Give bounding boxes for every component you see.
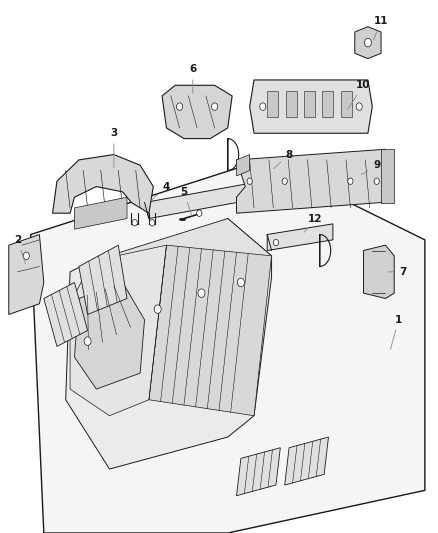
Polygon shape [74,282,145,389]
Polygon shape [79,245,127,314]
Polygon shape [285,437,328,485]
Polygon shape [250,80,372,133]
Text: 8: 8 [274,150,293,168]
Polygon shape [31,160,425,533]
Text: 6: 6 [189,64,196,93]
Circle shape [198,289,205,297]
Polygon shape [92,219,272,314]
Circle shape [374,178,379,184]
Text: 12: 12 [304,214,323,232]
Text: 2: 2 [14,235,25,264]
Circle shape [154,305,161,313]
Circle shape [260,103,266,110]
Text: 3: 3 [110,128,117,168]
Polygon shape [381,149,394,203]
Polygon shape [145,171,324,219]
Polygon shape [74,197,127,229]
Circle shape [132,220,137,226]
Circle shape [348,178,353,184]
Circle shape [237,278,244,287]
Polygon shape [9,235,44,314]
Polygon shape [341,91,352,117]
Polygon shape [149,245,272,416]
Text: 1: 1 [391,315,402,349]
Text: 7: 7 [388,267,406,277]
Polygon shape [162,85,232,139]
Text: 5: 5 [180,187,192,216]
Polygon shape [322,91,333,117]
Circle shape [282,178,287,184]
Circle shape [356,103,362,110]
Polygon shape [355,27,381,59]
Polygon shape [364,245,394,298]
Circle shape [197,210,202,216]
Circle shape [273,239,279,246]
Polygon shape [70,245,166,416]
Circle shape [212,103,218,110]
Circle shape [84,337,91,345]
Text: 10: 10 [347,80,371,110]
Polygon shape [267,91,278,117]
Text: 9: 9 [361,160,380,174]
Polygon shape [267,224,333,251]
Polygon shape [237,448,280,496]
Polygon shape [304,91,315,117]
Text: 4: 4 [151,182,170,200]
Polygon shape [66,219,272,469]
Polygon shape [286,91,297,117]
Circle shape [23,252,29,260]
Circle shape [247,178,252,184]
Polygon shape [237,155,250,176]
Text: 11: 11 [373,17,389,40]
Circle shape [364,38,371,47]
Circle shape [149,220,155,226]
Polygon shape [237,149,390,213]
Circle shape [177,103,183,110]
Polygon shape [44,282,88,346]
Polygon shape [53,155,153,213]
